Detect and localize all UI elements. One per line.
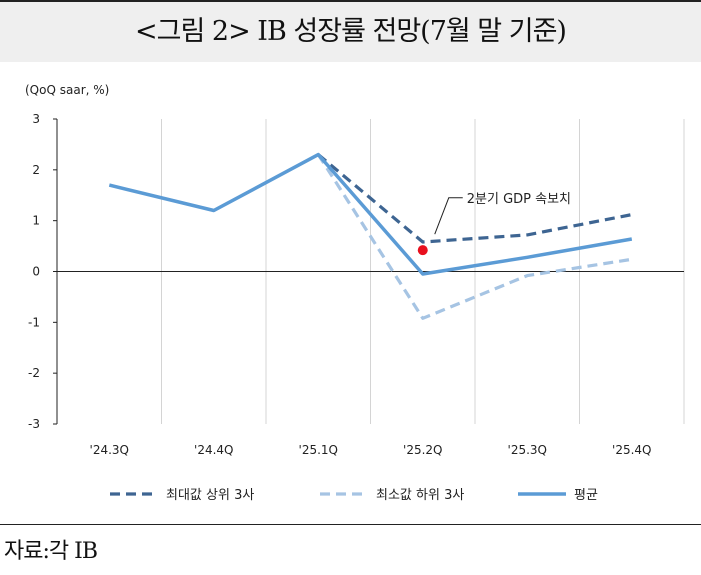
y-tick-labels: 3 2 1 0 -1 -2 -3 [28, 112, 40, 431]
series-lines [108, 152, 633, 320]
x-tick-label: '25.3Q [508, 443, 547, 457]
y-tick-label: -3 [28, 417, 40, 431]
annotation-label: 2분기 GDP 속보치 [467, 192, 571, 207]
annotation-leader [434, 197, 463, 235]
y-tick-label: 2 [32, 163, 40, 177]
y-tick-label: -2 [28, 366, 40, 380]
legend-label: 최소값 하위 3사 [376, 488, 464, 503]
bottom-rule [0, 524, 701, 525]
axes [53, 118, 684, 425]
series-line [317, 153, 633, 244]
source-note: 자료:각 IB [4, 539, 98, 564]
y-tick-label: 3 [32, 112, 40, 126]
y-tick-label: 1 [32, 214, 40, 228]
x-tick-label: '25.4Q [612, 443, 651, 457]
chart-title: <그림 2> IB 성장률 전망(7월 말 기준) [135, 16, 567, 47]
y-tick-label: 0 [32, 265, 40, 279]
legend: 최대값 상위 3사 최소값 하위 3사 평균 [110, 488, 598, 503]
series-line [108, 152, 633, 276]
x-tick-label: '25.1Q [299, 443, 338, 457]
gdp-marker-dot [417, 245, 428, 256]
legend-label: 최대값 상위 3사 [166, 488, 254, 503]
title-bar: <그림 2> IB 성장률 전망(7월 말 기준) [0, 0, 701, 62]
x-tick-label: '24.3Q [90, 443, 129, 457]
y-tick-label: -1 [28, 315, 40, 329]
legend-label: 평균 [574, 488, 598, 503]
x-tick-label: '24.4Q [194, 443, 233, 457]
x-tick-labels: '24.3Q '24.4Q '25.1Q '25.2Q '25.3Q '25.4Q [90, 443, 652, 457]
series-line [316, 153, 633, 320]
unit-label: (QoQ saar, %) [25, 83, 109, 97]
x-tick-label: '25.2Q [403, 443, 442, 457]
line-chart: (QoQ saar, %) 3 2 1 0 -1 -2 -3 '24.3Q '24.4Q '25… [25, 83, 685, 503]
gdp-annotation: 2분기 GDP 속보치 [417, 192, 571, 256]
